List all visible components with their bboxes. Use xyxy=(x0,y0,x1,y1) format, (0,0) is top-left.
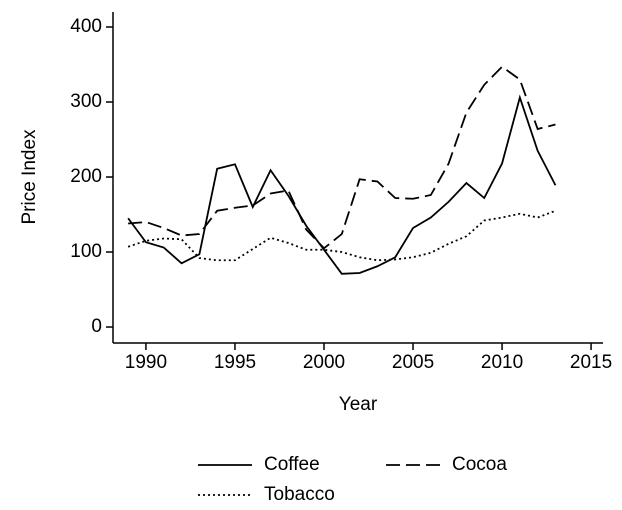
legend-label: Cocoa xyxy=(452,454,507,475)
legend-label: Tobacco xyxy=(264,484,335,505)
x-tick-label: 1990 xyxy=(125,352,167,373)
data-line xyxy=(127,209,556,262)
x-tick-label: 2000 xyxy=(303,352,345,373)
y-tick-label: 200 xyxy=(70,166,102,187)
y-tick-label: 400 xyxy=(70,16,102,37)
y-tick-label: 0 xyxy=(91,316,102,337)
y-axis-label: Price Index xyxy=(19,129,40,225)
y-tick-label: 100 xyxy=(70,241,102,262)
data-line xyxy=(127,94,557,275)
x-tick-label: 2015 xyxy=(570,352,612,373)
x-tick-label: 1995 xyxy=(214,352,256,373)
data-line xyxy=(128,65,556,250)
x-tick-label: 2010 xyxy=(481,352,523,373)
y-tick-label: 300 xyxy=(70,91,102,112)
legend-label: Coffee xyxy=(264,454,320,475)
x-tick-label: 2005 xyxy=(392,352,434,373)
x-axis-label: Year xyxy=(339,394,378,415)
